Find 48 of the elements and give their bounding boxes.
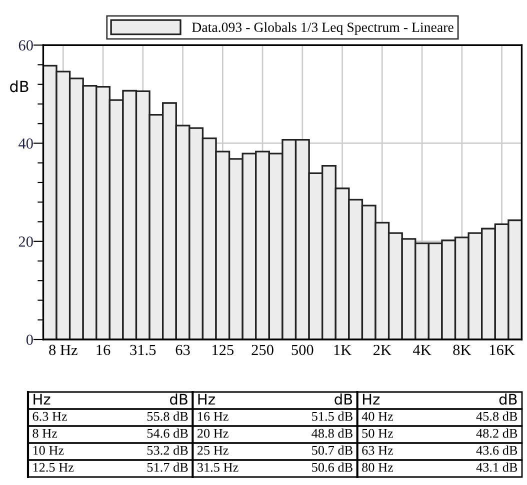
text: Hz [34, 394, 50, 405]
x-tick-label: 16 [96, 344, 110, 356]
text: 48.8 dB [312, 428, 352, 438]
text: 40 Hz [362, 412, 394, 421]
text: 25 Hz [197, 446, 228, 455]
text: 16 Hz [198, 412, 228, 421]
text: 12.5 Hz [33, 462, 74, 472]
text: 20 Hz [197, 428, 228, 438]
text: 53.2 dB [147, 446, 188, 455]
text: 54.6 dB [147, 428, 188, 438]
text: 50.6 dB [312, 462, 352, 472]
y-tick-label: 60 [18, 40, 33, 51]
text: 31.5 Hz [198, 462, 238, 472]
x-tick-label: 4K [413, 344, 432, 355]
text: 43.6 dB [476, 446, 518, 455]
x-tick-label: 63 [176, 344, 190, 356]
text: 6.3 Hz [32, 412, 68, 421]
x-tick-label: 2K [373, 344, 392, 355]
y-tick-label: 20 [18, 236, 33, 247]
text: 10 Hz [33, 446, 64, 455]
x-tick-label: 8K [453, 344, 472, 356]
text: 51.7 dB [147, 462, 188, 472]
x-tick-label: 125 [212, 344, 234, 356]
x-tick-label: 8 Hz [49, 344, 78, 356]
text: 55.8 dB [147, 412, 188, 421]
text: 43.1 dB [476, 462, 518, 472]
text: dB [334, 393, 352, 405]
text: 63 Hz [362, 446, 394, 455]
y-tick-label: 40 [18, 138, 33, 149]
text: 48.2 dB [476, 428, 518, 438]
x-tick-label: 16K [490, 344, 515, 356]
text: 50.7 dB [312, 446, 352, 455]
text: Hz [362, 394, 380, 405]
text: 45.8 dB [476, 412, 518, 421]
text: 50 Hz [362, 428, 394, 438]
x-tick-label: 250 [252, 344, 274, 356]
text: 80 Hz [362, 462, 394, 472]
text: Hz [198, 394, 215, 405]
text: dB [499, 393, 517, 405]
text: dB [170, 393, 188, 405]
text: 8 Hz [32, 428, 58, 438]
y-axis-title: dB [10, 80, 28, 92]
text: 51.5 dB [312, 412, 352, 421]
x-tick-label: 500 [292, 344, 314, 356]
x-tick-label: 1K [334, 344, 352, 355]
y-tick-label: 0 [26, 334, 33, 345]
legend-label: Data.093 - Globals 1/3 Leq Spectrum - Lineare [192, 22, 454, 35]
x-tick-label: 31.5 [130, 344, 156, 356]
